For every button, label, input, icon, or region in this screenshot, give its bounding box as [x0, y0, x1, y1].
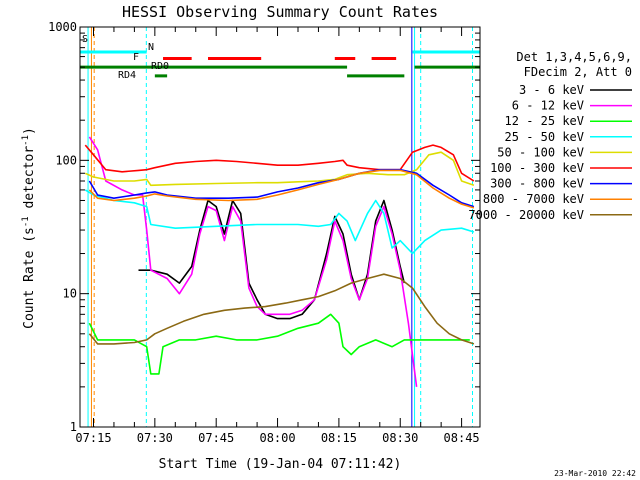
- legend-label-3: 25 - 50 keV: [505, 130, 584, 144]
- y-axis-label-part3: ): [22, 127, 37, 135]
- x-tick-label-1: 07:30: [137, 431, 173, 445]
- x-tick-label-5: 08:30: [382, 431, 418, 445]
- legend-header-line-2: FDecim 2, Att 0: [524, 65, 632, 79]
- legend-label-0: 3 - 6 keV: [519, 83, 584, 97]
- axes-layer: 1 10 100 1000 07:15 07:30 07:45 08:00 08:15 08:30…: [48, 20, 481, 445]
- y-axis-label-part1: Count Rate (s: [22, 227, 37, 329]
- series-line-1: [88, 136, 418, 388]
- x-tick-label-0: 07:15: [75, 431, 111, 445]
- x-tick-label-2: 07:45: [198, 431, 234, 445]
- series-line-2: [88, 313, 470, 375]
- flag-label-f: F: [133, 52, 139, 63]
- series-line-3: [84, 189, 475, 255]
- legend-label-7: 800 - 7000 keV: [483, 192, 584, 206]
- flag-label-rd0: RD0: [151, 61, 169, 72]
- legend-label-8: 7000 - 20000 keV: [468, 208, 584, 222]
- series-line-0: [138, 199, 406, 320]
- x-axis-label: Start Time (19-Jan-04 07:11:42): [159, 457, 402, 472]
- legend-label-4: 50 - 100 keV: [497, 145, 584, 159]
- legend-label-5: 100 - 300 keV: [490, 161, 584, 175]
- x-tick-label-3: 08:00: [259, 431, 295, 445]
- series-line-7: [88, 169, 475, 209]
- data-layer: S NF RD0 RD4: [80, 27, 480, 427]
- y-axis-label-exp1: -1: [21, 216, 31, 227]
- legend-label-2: 12 - 25 keV: [505, 114, 584, 128]
- y-axis-label-exp2: -1: [21, 135, 31, 146]
- legend-header-line-1: Det 1,3,4,5,6,9,: [516, 50, 632, 64]
- x-tick-label-4: 08:15: [321, 431, 357, 445]
- y-tick-label-3: 1000: [48, 20, 77, 34]
- series-line-4: [84, 151, 475, 187]
- series-line-8: [88, 273, 475, 345]
- flag-label-rd4: RD4: [118, 70, 136, 81]
- plot-frame: [79, 26, 481, 428]
- x-tick-label-6: 08:45: [444, 431, 480, 445]
- chart-title: HESSI Observing Summary Count Rates: [122, 3, 438, 21]
- y-tick-label-0: 1: [70, 420, 77, 434]
- generation-timestamp: 23-Mar-2010 22:42: [554, 469, 636, 478]
- series-line-5: [84, 144, 475, 182]
- y-axis-label-part2: detector: [22, 146, 37, 217]
- legend-label-6: 300 - 800 keV: [490, 177, 584, 191]
- flag-label-s: S: [82, 34, 88, 45]
- y-axis-label: Count Rate (s-1 detector-1): [21, 127, 37, 329]
- y-tick-label-2: 100: [55, 153, 77, 167]
- series-line-6: [88, 168, 475, 208]
- flag-label-n: N: [148, 42, 154, 53]
- legend-label-1: 6 - 12 keV: [512, 99, 584, 113]
- y-tick-label-1: 10: [63, 287, 77, 301]
